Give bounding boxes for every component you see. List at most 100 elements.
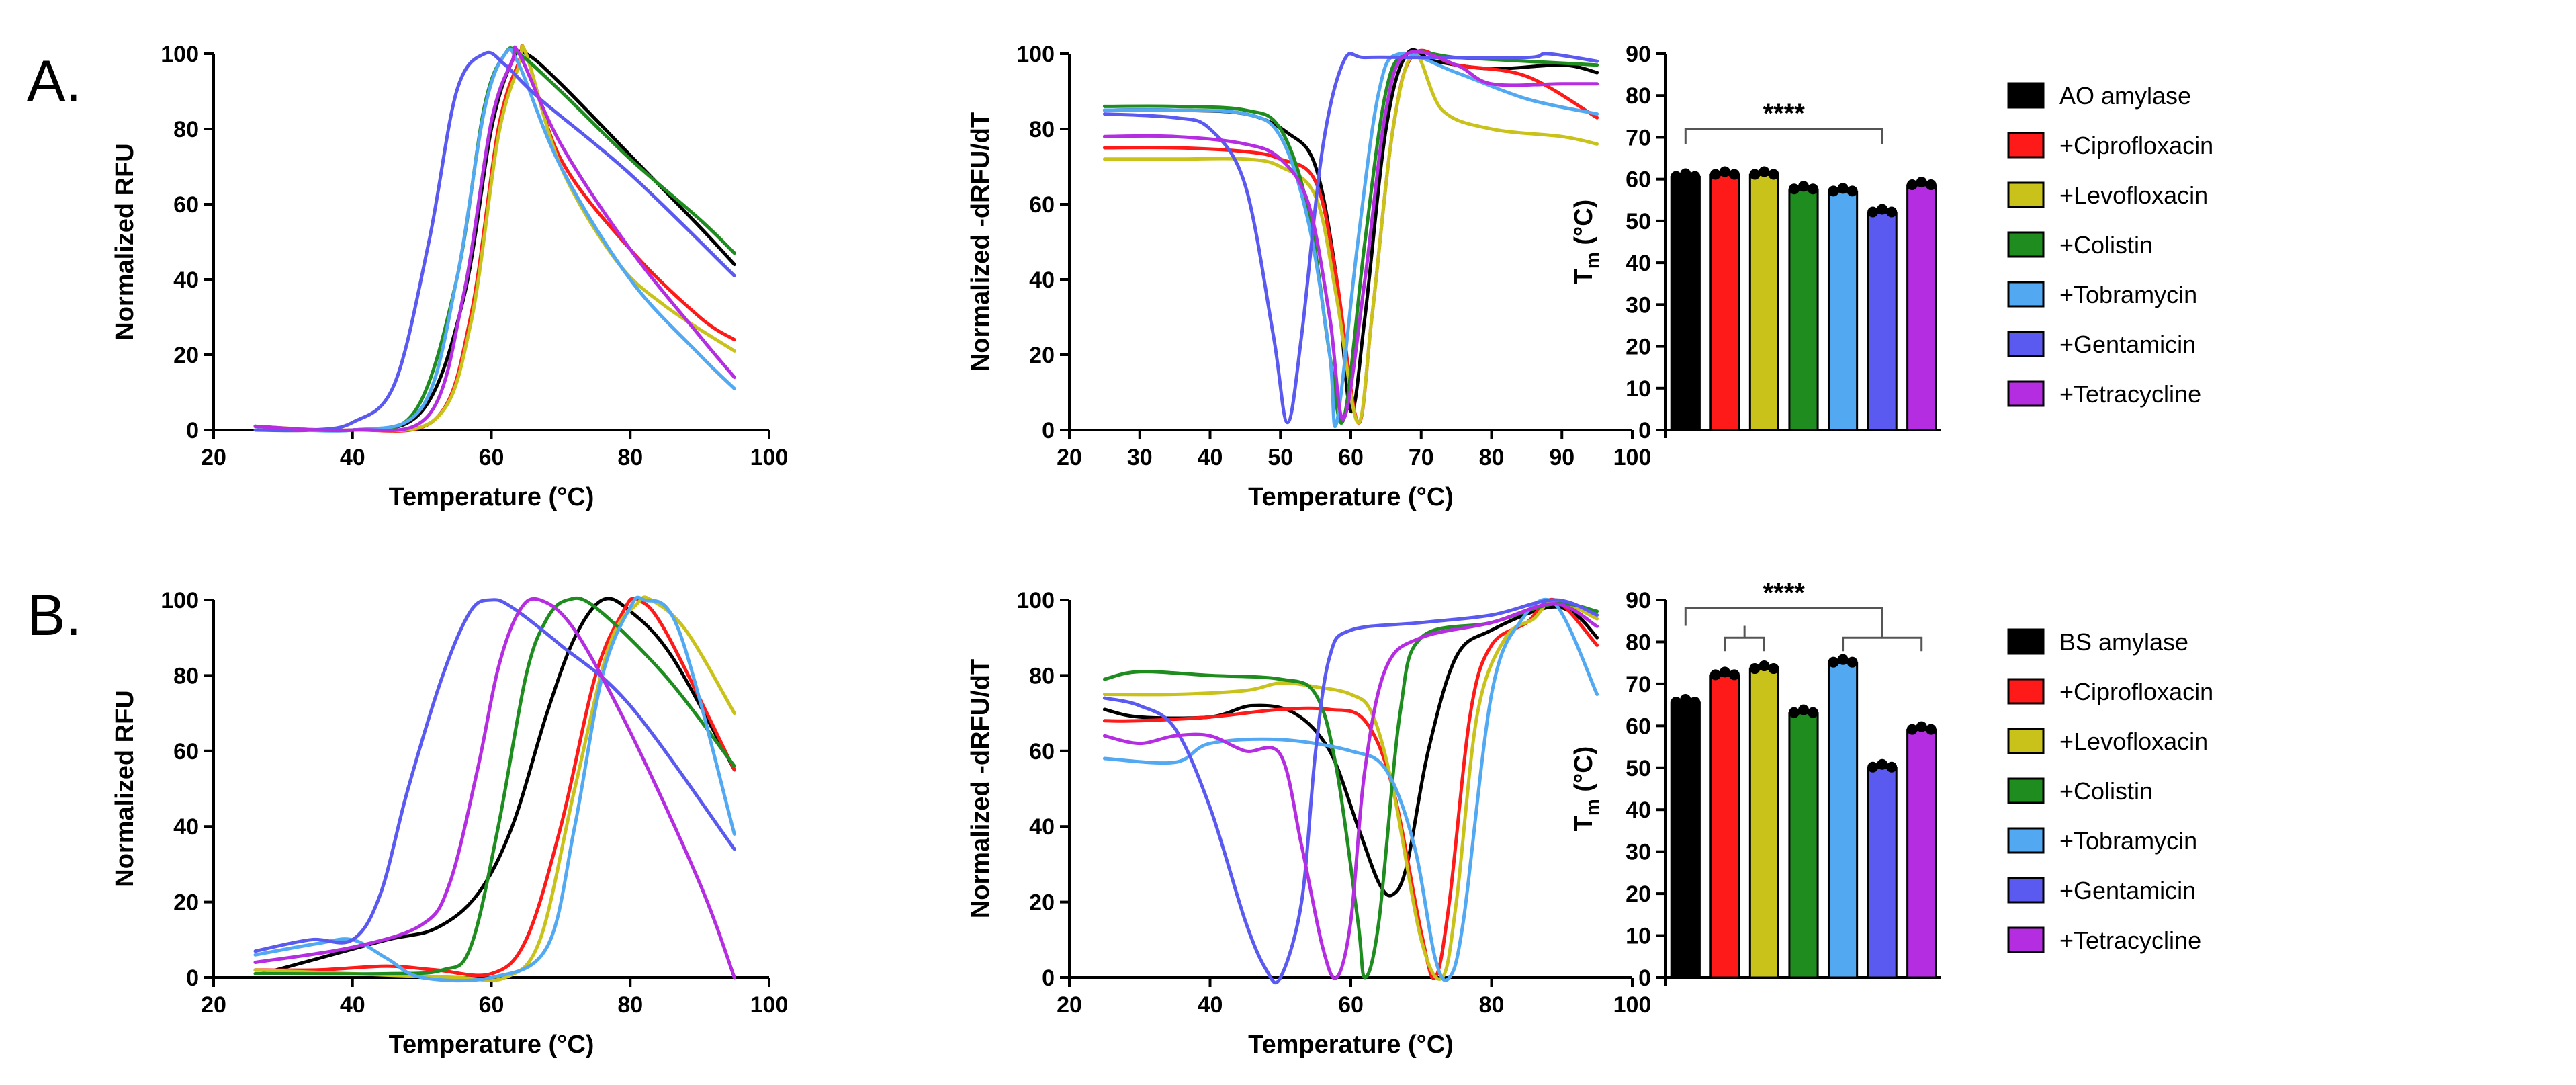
series-line (1102, 52, 1599, 425)
data-point (1847, 185, 1858, 197)
chart-a-tm-bars: 0 10 20 30 40 50 60 70 80 90 Tm (°C) **** AO amylase… (1570, 42, 2213, 443)
legend-label: +Tetracycline (2059, 926, 2201, 954)
legend-label: +Ciprofloxacin (2059, 132, 2213, 159)
legend-label: +Ciprofloxacin (2059, 678, 2213, 705)
y-tick-label: 70 (1626, 125, 1651, 150)
significance-label: **** (1763, 578, 1806, 607)
y-tick-label: 40 (1626, 797, 1651, 823)
data-point (1680, 168, 1691, 179)
data-point (1877, 758, 1888, 770)
y-tick-label: 30 (1626, 292, 1651, 318)
series-line (253, 595, 736, 983)
panel-label-b: B. (27, 583, 81, 648)
data-point (1759, 660, 1770, 672)
x-tick-label: 60 (1338, 445, 1364, 470)
data-point (1689, 696, 1701, 707)
data-point (1886, 206, 1898, 218)
y-tick-label: 100 (1016, 42, 1055, 67)
legend-swatch (2007, 926, 2045, 953)
y-tick-label: 100 (161, 588, 199, 613)
legend-swatch (2007, 281, 2045, 308)
x-axis-title: Temperature (°C) (1248, 1031, 1454, 1059)
y-axis-title-unit: (°C) (1570, 200, 1598, 253)
legend-swatch (2007, 877, 2045, 904)
x-tick-label: 20 (201, 992, 226, 1018)
y-tick-label: 100 (1016, 588, 1055, 613)
x-tick-label: 100 (1613, 992, 1652, 1018)
legend-swatch (2007, 678, 2045, 705)
bar (1867, 767, 1898, 979)
x-tick-label: 80 (617, 445, 643, 470)
y-tick-label: 0 (186, 418, 199, 443)
y-tick-label: 70 (1626, 672, 1651, 697)
bar (1827, 662, 1859, 979)
x-tick-label: 80 (1479, 992, 1505, 1018)
data-point (1916, 721, 1927, 732)
data-point (1808, 707, 1818, 718)
data-point (1886, 761, 1898, 773)
y-tick-label: 60 (173, 192, 199, 218)
data-point (1768, 663, 1779, 675)
legend-label: +Colistin (2059, 777, 2153, 805)
data-point (1680, 693, 1691, 705)
y-tick-label: 40 (173, 814, 199, 840)
x-tick-label: 20 (201, 445, 226, 470)
bar (1670, 176, 1701, 431)
y-tick-label: 60 (173, 739, 199, 765)
legend-swatch (2007, 628, 2045, 655)
y-tick-label: 0 (1638, 965, 1651, 991)
series-line (253, 598, 736, 953)
data-point (1867, 206, 1879, 218)
data-point (1728, 669, 1740, 681)
series-line (1102, 598, 1599, 981)
data-point (1671, 696, 1682, 707)
series-line (1102, 51, 1599, 429)
series-line (1102, 598, 1599, 982)
x-tick-label: 40 (340, 992, 365, 1018)
x-tick-label: 60 (479, 445, 504, 470)
legend-label: +Tobramycin (2059, 827, 2197, 855)
y-tick-label: 40 (1029, 814, 1055, 840)
data-point (1798, 704, 1809, 715)
x-tick-label: 50 (1268, 445, 1293, 470)
series-line (1102, 602, 1599, 980)
bar (1788, 712, 1819, 979)
data-point (1808, 183, 1818, 195)
data-point (1759, 166, 1770, 177)
data-point (1837, 654, 1849, 665)
y-axis-title-sub: m (1582, 799, 1603, 816)
y-tick-label: 20 (1626, 335, 1651, 360)
legend-swatch (2007, 827, 2045, 854)
significance-bracket (1724, 636, 1765, 652)
data-point (1689, 171, 1701, 182)
x-tick-label: 90 (1549, 445, 1574, 470)
y-axis-title: Tm (°C) (1570, 200, 1603, 285)
y-tick-label: 20 (1029, 890, 1055, 916)
y-tick-label: 80 (173, 663, 199, 689)
y-tick-label: 60 (1626, 167, 1651, 193)
significance-bracket (1842, 636, 1923, 652)
y-tick-label: 80 (1029, 117, 1055, 142)
legend-swatch (2007, 132, 2045, 159)
y-tick-label: 20 (173, 343, 199, 368)
x-tick-label: 100 (1613, 445, 1652, 470)
legend-swatch (2007, 231, 2045, 258)
data-point (1798, 181, 1809, 192)
y-tick-label: 10 (1626, 924, 1651, 949)
legend-swatch (2007, 777, 2045, 804)
y-tick-label: 50 (1626, 209, 1651, 234)
y-tick-label: 60 (1626, 713, 1651, 739)
legend-label: AO amylase (2059, 82, 2191, 110)
x-tick-label: 40 (1198, 992, 1223, 1018)
x-tick-label: 80 (1479, 445, 1505, 470)
bar (1670, 701, 1701, 979)
y-tick-label: 20 (1626, 881, 1651, 907)
data-point (1828, 185, 1839, 197)
legend-label: +Levofloxacin (2059, 181, 2208, 209)
y-tick-label: 40 (1626, 251, 1651, 276)
series-line (253, 597, 736, 980)
legend-label: +Levofloxacin (2059, 728, 2208, 755)
y-tick-label: 40 (1029, 267, 1055, 293)
series-line (1102, 605, 1599, 898)
significance-label: **** (1763, 99, 1806, 128)
